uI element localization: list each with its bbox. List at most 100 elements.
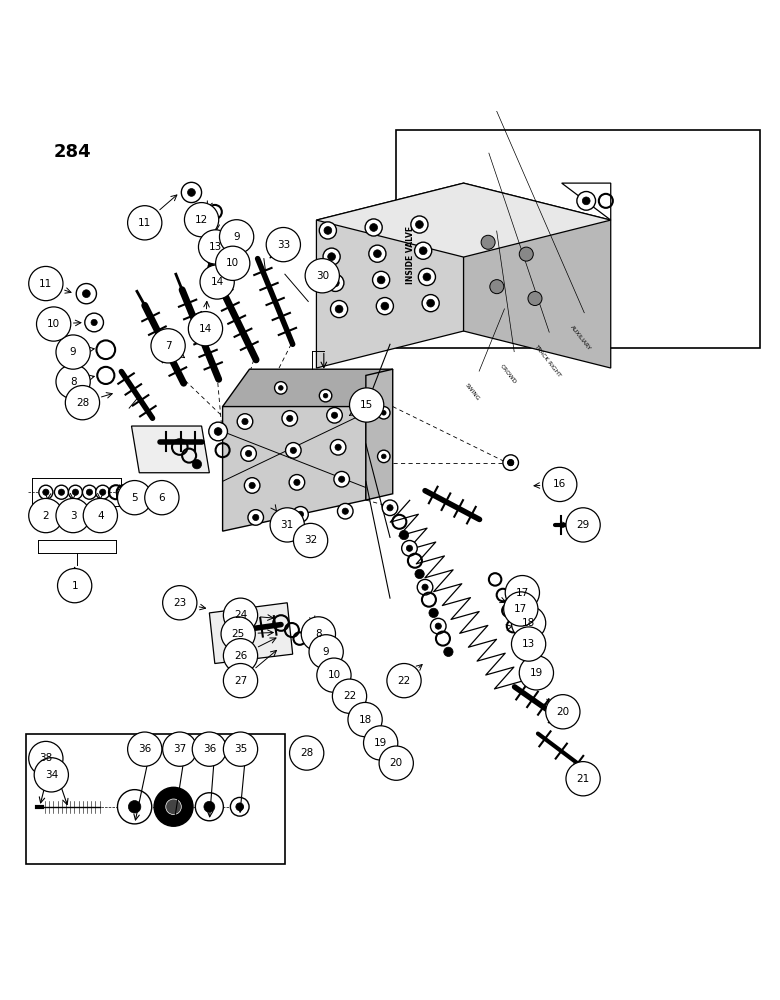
Circle shape (118, 790, 152, 824)
Circle shape (87, 489, 93, 495)
Circle shape (528, 291, 542, 306)
Text: 10: 10 (47, 319, 60, 329)
Circle shape (76, 284, 97, 304)
Text: 9: 9 (323, 647, 329, 657)
Text: 7: 7 (165, 341, 172, 351)
Circle shape (154, 787, 193, 826)
Circle shape (181, 182, 201, 203)
Circle shape (583, 197, 590, 205)
Circle shape (91, 319, 98, 326)
Circle shape (543, 467, 577, 502)
Circle shape (420, 247, 427, 255)
Circle shape (241, 446, 257, 461)
Circle shape (223, 732, 257, 766)
Circle shape (546, 695, 580, 729)
Circle shape (411, 216, 428, 233)
Circle shape (416, 221, 424, 228)
Text: 19: 19 (374, 738, 388, 748)
Circle shape (294, 479, 300, 485)
Circle shape (335, 444, 341, 450)
Circle shape (55, 485, 69, 499)
Text: 16: 16 (553, 479, 566, 489)
Polygon shape (562, 183, 611, 220)
Circle shape (249, 482, 255, 489)
Circle shape (223, 598, 257, 632)
Circle shape (270, 508, 304, 542)
Circle shape (29, 741, 63, 776)
Circle shape (444, 647, 453, 657)
Text: 36: 36 (203, 744, 216, 754)
Circle shape (37, 307, 71, 341)
Circle shape (431, 618, 446, 634)
Circle shape (29, 266, 63, 301)
Text: 11: 11 (138, 218, 151, 228)
Circle shape (342, 508, 349, 514)
Circle shape (481, 235, 495, 249)
Circle shape (309, 635, 343, 669)
Polygon shape (209, 603, 292, 664)
Circle shape (236, 803, 243, 811)
Circle shape (96, 485, 110, 499)
Circle shape (192, 460, 201, 469)
Text: CROWD: CROWD (498, 363, 517, 385)
Text: 20: 20 (556, 707, 569, 717)
Circle shape (327, 408, 342, 423)
Circle shape (192, 732, 226, 766)
Circle shape (422, 295, 439, 312)
Polygon shape (222, 369, 392, 407)
Circle shape (512, 606, 546, 640)
Text: 17: 17 (514, 604, 527, 614)
Circle shape (29, 498, 63, 533)
Circle shape (429, 608, 438, 618)
Circle shape (338, 503, 353, 519)
Text: INSIDE VALVE: INSIDE VALVE (406, 226, 415, 284)
Circle shape (242, 418, 248, 425)
Circle shape (56, 335, 90, 369)
Text: 284: 284 (54, 143, 91, 161)
Circle shape (285, 443, 301, 458)
Circle shape (335, 305, 343, 313)
Circle shape (223, 664, 257, 698)
Circle shape (184, 203, 218, 237)
Text: 3: 3 (69, 511, 76, 521)
Circle shape (266, 227, 300, 262)
Text: 31: 31 (281, 520, 294, 530)
Circle shape (504, 592, 538, 626)
Circle shape (381, 410, 386, 415)
Circle shape (215, 246, 250, 280)
Text: 5: 5 (131, 493, 138, 503)
Text: 26: 26 (234, 651, 247, 661)
Text: 10: 10 (226, 258, 239, 268)
Circle shape (331, 300, 348, 318)
Circle shape (376, 298, 393, 315)
Circle shape (327, 274, 344, 291)
Text: 15: 15 (360, 400, 374, 410)
Circle shape (324, 227, 332, 234)
Text: 10: 10 (328, 670, 341, 680)
Circle shape (293, 523, 328, 558)
Circle shape (253, 514, 259, 521)
Circle shape (332, 412, 338, 418)
Circle shape (348, 702, 382, 737)
Circle shape (100, 489, 106, 495)
Circle shape (505, 576, 540, 610)
Circle shape (418, 268, 435, 286)
Circle shape (195, 793, 223, 821)
Circle shape (237, 414, 253, 429)
Circle shape (364, 397, 377, 410)
Circle shape (370, 224, 378, 231)
Circle shape (332, 279, 339, 287)
Polygon shape (132, 426, 209, 473)
Text: SWING: SWING (463, 383, 480, 402)
Text: 13: 13 (522, 639, 535, 649)
Circle shape (508, 460, 514, 466)
Circle shape (435, 623, 441, 629)
Text: 34: 34 (44, 770, 58, 780)
Text: 19: 19 (530, 668, 543, 678)
Circle shape (317, 658, 351, 692)
Circle shape (387, 664, 421, 698)
Polygon shape (317, 183, 611, 257)
Polygon shape (222, 375, 366, 531)
Circle shape (512, 627, 546, 661)
Circle shape (128, 732, 162, 766)
